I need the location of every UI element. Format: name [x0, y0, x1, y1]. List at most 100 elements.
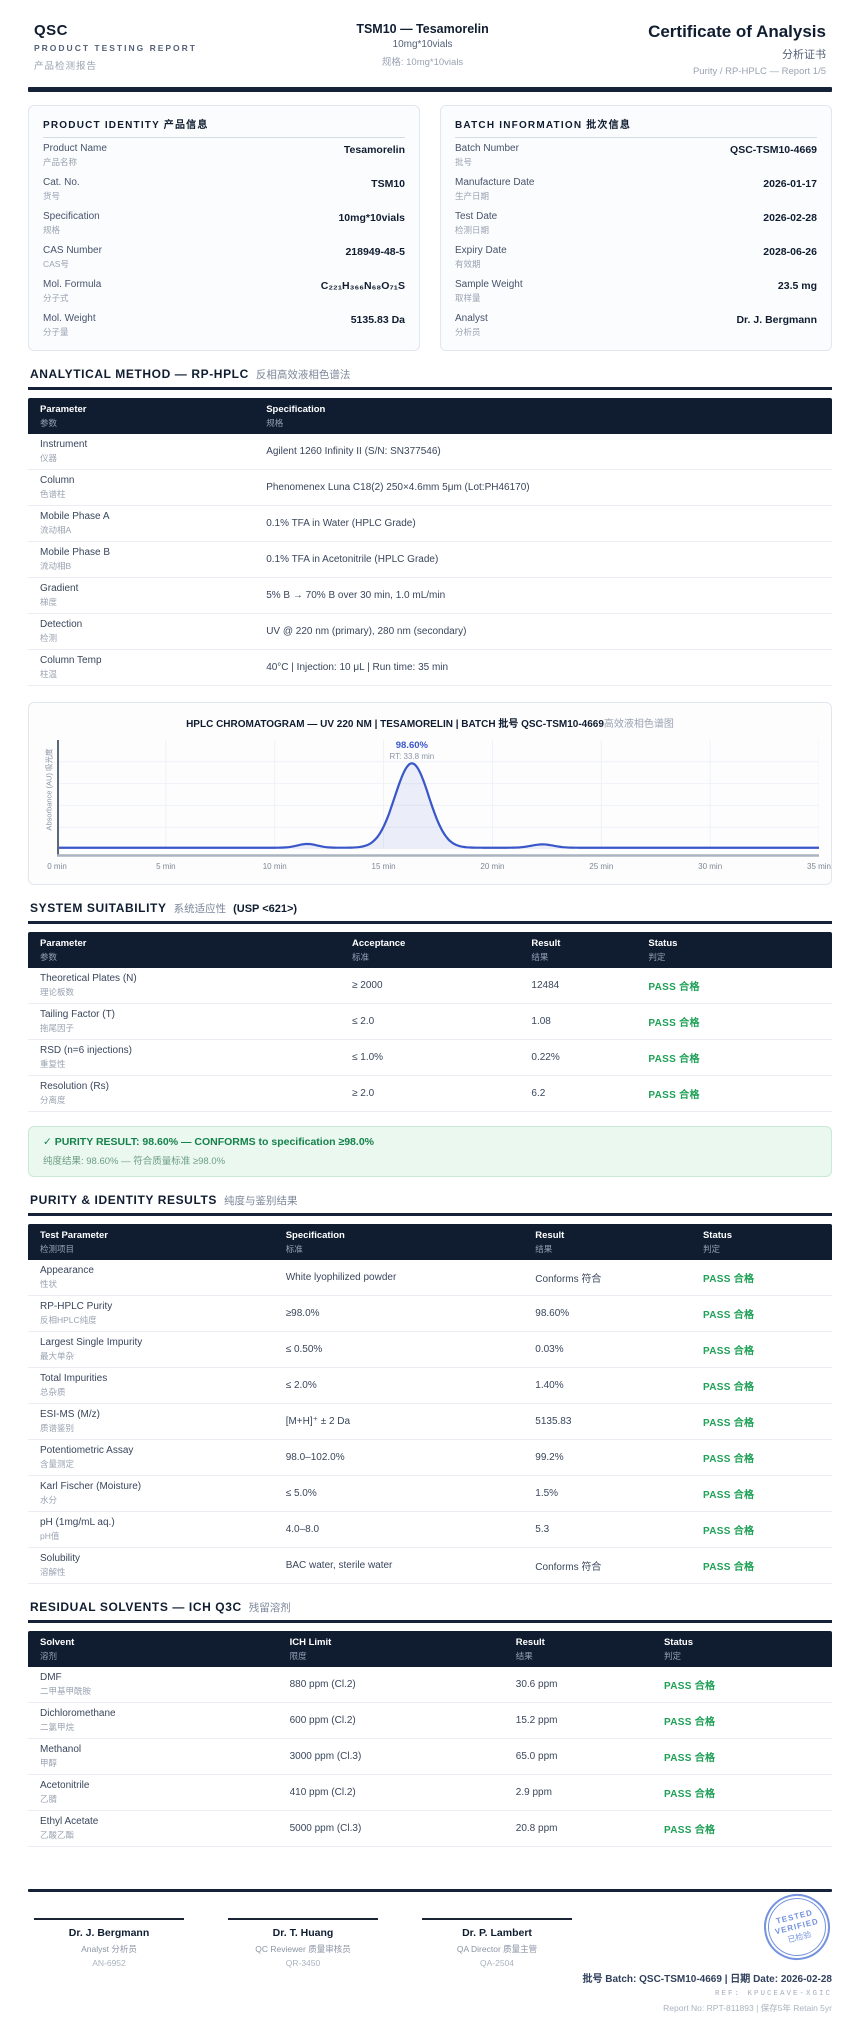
solvent-en: DMF [40, 1672, 62, 1683]
header-divider [28, 87, 832, 92]
table-row: Mobile Phase A 流动相A 0.1% TFA in Water (H… [28, 506, 832, 542]
column-header: Status 判定 [664, 1637, 820, 1662]
panel-row-label-zh: 产品名称 [43, 157, 78, 167]
panel-row: Mol. Formula 分子式 C₂₂₁H₃₆₆N₆₈O₇₁S [43, 274, 405, 308]
panel-row-label-zh: 批号 [455, 157, 473, 167]
parameter-en: Detection [40, 619, 83, 630]
panel-row-value: QSC-TSM10-4669 [730, 144, 817, 156]
section-heading-zh: 系统适应性 [173, 903, 227, 915]
panel-row-label: Mol. Formula 分子式 [43, 279, 101, 304]
parameter-zh: 性状 [40, 1279, 58, 1289]
acceptance-cell: ≥ 2000 [352, 980, 383, 991]
acceptance-cell: ≤ 2.0 [352, 1016, 375, 1027]
analytical-method-section: ANALYTICAL METHOD — RP-HPLC 反相高效液相色谱法 Pa… [28, 367, 832, 686]
panel-row-value: 5135.83 Da [350, 314, 405, 326]
suitability-table-body: Theoretical Plates (N) 理论板数 ≥ 2000 12484… [28, 968, 832, 1112]
table-row: pH (1mg/mL aq.) pH值 4.0–8.0 5.3 PASS 合格 [28, 1512, 832, 1548]
x-tick-label: 15 min [371, 862, 396, 871]
solvent-en: Dichloromethane [40, 1708, 116, 1719]
status-badge: PASS 合格 [648, 1090, 700, 1101]
table-row: DMF 二甲基甲酰胺 880 ppm (Cl.2) 30.6 ppm PASS … [28, 1667, 832, 1703]
parameter-cell: Gradient 梯度 [40, 583, 266, 608]
column-header-zh: 判定 [648, 952, 666, 962]
table-row: Karl Fischer (Moisture) 水分 ≤ 5.0% 1.5% P… [28, 1476, 832, 1512]
panel-row-label-en: CAS Number [43, 245, 102, 256]
panel-row: Batch Number 批号 QSC-TSM10-4669 [455, 138, 817, 172]
purity-banner-line1: ✓ PURITY RESULT: 98.60% — CONFORMS to sp… [43, 1136, 374, 1148]
status-badge: PASS 合格 [663, 1753, 716, 1764]
column-header: Specification 标准 [286, 1230, 536, 1255]
x-tick-label: 5 min [156, 862, 176, 871]
parameter-en: Instrument [40, 439, 88, 450]
status-badge: PASS 合格 [648, 1018, 700, 1029]
table-row: Tailing Factor (T) 拖尾因子 ≤ 2.0 1.08 PASS … [28, 1004, 832, 1040]
panel-row-value: 2028-06-26 [763, 246, 817, 258]
column-header: Acceptance 标准 [352, 938, 531, 963]
panel-row-label-zh: 分析员 [455, 327, 481, 337]
specification-cell: BAC water, sterile water [285, 1560, 393, 1571]
product-identity-panel: PRODUCT IDENTITY 产品信息 Product Name 产品名称 … [28, 105, 420, 351]
result-cell: 65.0 ppm [515, 1751, 558, 1762]
section-heading-en: PURITY & IDENTITY RESULTS [30, 1193, 218, 1207]
parameter-zh: 分离度 [40, 1095, 66, 1105]
table-row: Theoretical Plates (N) 理论板数 ≥ 2000 12484… [28, 968, 832, 1004]
result-cell: 99.2% [535, 1452, 564, 1463]
panel-row-label: Sample Weight 取样量 [455, 279, 523, 304]
x-tick-label: 0 min [47, 862, 67, 871]
column-header-en: Test Parameter [40, 1230, 108, 1241]
column-header-zh: 判定 [702, 1244, 720, 1254]
table-row: Dichloromethane 二氯甲烷 600 ppm (Cl.2) 15.2… [28, 1703, 832, 1739]
panel-row: CAS Number CAS号 218949-48-5 [43, 240, 405, 274]
column-header-zh: 溶剂 [40, 1651, 58, 1661]
section-heading-en: ANALYTICAL METHOD — RP-HPLC [30, 367, 249, 381]
parameter-en: Mobile Phase B [40, 547, 111, 558]
suitability-table-header: Parameter 参数 Acceptance 标准 Result 结果 Status… [28, 932, 832, 968]
purity-results-heading: PURITY & IDENTITY RESULTS 纯度与鉴别结果 [28, 1193, 832, 1213]
table-row: RSD (n=6 injections) 重复性 ≤ 1.0% 0.22% PA… [28, 1040, 832, 1076]
column-header: Status 判定 [648, 938, 820, 963]
status-badge: PASS 合格 [702, 1418, 755, 1429]
footer-report-no: Report No: RPT-811893 | 保存5年 Retain 5yr [663, 2003, 832, 2013]
parameter-cell: Potentiometric Assay 含量测定 [40, 1445, 286, 1470]
table-row: Potentiometric Assay 含量测定 98.0–102.0% 99… [28, 1440, 832, 1476]
column-header: Result 结果 [531, 938, 648, 963]
solvent-cell: Dichloromethane 二氯甲烷 [40, 1708, 290, 1733]
panel-row: Mol. Weight 分子量 5135.83 Da [43, 308, 405, 342]
table-row: Largest Single Impurity 最大单杂 ≤ 0.50% 0.0… [28, 1332, 832, 1368]
parameter-zh: 梯度 [40, 597, 58, 607]
parameter-en: Potentiometric Assay [40, 1445, 134, 1456]
specification-cell: UV @ 220 nm (primary), 280 nm (secondary… [266, 626, 467, 637]
page-header: QSC PRODUCT TESTING REPORT 产品检测报告 TSM10 … [28, 18, 832, 87]
solvent-en: Methanol [40, 1744, 82, 1755]
table-row: Appearance 性状 White lyophilized powder C… [28, 1260, 832, 1296]
specification-cell: ≤ 2.0% [285, 1380, 317, 1391]
column-header-zh: 标准 [285, 1244, 303, 1254]
footer-divider [28, 1889, 832, 1892]
parameter-cell: RP-HPLC Purity 反相HPLC纯度 [40, 1301, 286, 1326]
panel-row-label: Analyst 分析员 [455, 313, 488, 338]
result-cell: 1.40% [535, 1380, 564, 1391]
signer-name: Dr. T. Huang [272, 1927, 334, 1939]
panel-row: Specification 规格 10mg*10vials [43, 206, 405, 240]
status-badge: PASS 合格 [702, 1274, 755, 1285]
signer-name: Dr. P. Lambert [462, 1927, 532, 1939]
purity-banner-line2: 纯度结果: 98.60% — 符合质量标准 ≥98.0% [43, 1156, 226, 1167]
parameter-cell: Resolution (Rs) 分离度 [40, 1081, 352, 1106]
section-rule [28, 1213, 832, 1216]
result-cell: Conforms 符合 [535, 1274, 602, 1285]
parameter-cell: Solubility 溶解性 [40, 1553, 286, 1578]
parameter-zh: 水分 [40, 1495, 58, 1505]
column-header-en: Result [515, 1637, 545, 1648]
panel-row-label-en: Analyst [455, 313, 488, 324]
brand-name: QSC [34, 22, 69, 39]
result-cell: 2.9 ppm [515, 1787, 552, 1798]
column-header-en: Result [531, 938, 561, 949]
status-badge: PASS 合格 [702, 1562, 755, 1573]
parameter-zh: 柱温 [40, 669, 58, 679]
section-rule [28, 387, 832, 390]
x-tick-label: 20 min [480, 862, 505, 871]
panel-row-label-zh: CAS号 [43, 259, 69, 269]
parameter-en: RP-HPLC Purity [40, 1301, 113, 1312]
panel-row-label-zh: 货号 [43, 191, 61, 201]
